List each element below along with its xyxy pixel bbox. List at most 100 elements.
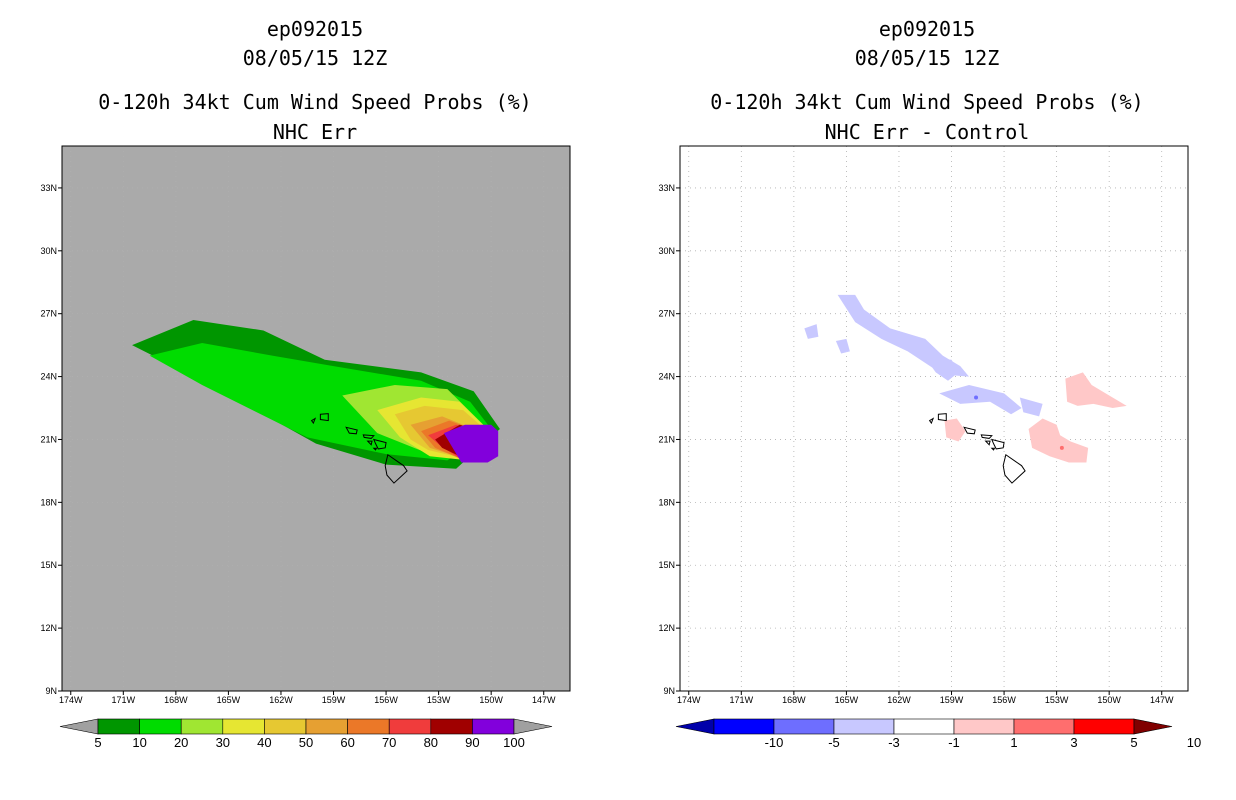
right-contour-level-1: [1028, 418, 1089, 463]
left-colorbar: 5 10 20 30 40 50 60 70 80 90 100: [59, 718, 553, 750]
right-contour-level-neg3: [1019, 397, 1043, 417]
left-colorbar-label: 50: [299, 735, 313, 750]
right-colorbar-label: 1: [1010, 735, 1017, 750]
right-contour-level-neg3: [835, 338, 850, 354]
left-lat-tick-label: 15N: [40, 560, 57, 570]
right-colorbar: -10 -5 -3 -1 1 3 5 10: [675, 718, 1201, 750]
left-colorbar-label: 40: [257, 735, 271, 750]
right-colorbar-label: -5: [828, 735, 840, 750]
right-lat-tick-label: 15N: [658, 560, 675, 570]
left-island-outline: [372, 438, 387, 450]
left-lon-tick-label: 162W: [269, 695, 293, 705]
right-lon-tick-label: 156W: [992, 695, 1016, 705]
left-map-frame: [61, 145, 571, 692]
left-colorbar-swatch: [430, 718, 473, 735]
right-colorbar-label: -1: [948, 735, 960, 750]
right-storm-id: ep092015: [878, 17, 976, 41]
right-colorbar-swatch: [773, 718, 835, 735]
right-product-title: 0-120h 34kt Cum Wind Speed Probs (%): [710, 90, 1144, 114]
right-lon-tick-label: 168W: [782, 695, 806, 705]
right-lat-tick-label: 12N: [658, 623, 675, 633]
right-colorbar-swatch: [833, 718, 895, 735]
right-lon-tick-label: 147W: [1150, 695, 1174, 705]
right-contour-spot: [1059, 445, 1064, 450]
right-island-outline: [1002, 453, 1026, 484]
right-island-outline: [928, 417, 935, 425]
right-lon-tick-label: 159W: [940, 695, 964, 705]
left-lon-tick-label: 174W: [59, 695, 83, 705]
left-map-panel: 174W 171W 168W 165W 162W 159W 156W 153W 150W 147W…: [40, 145, 571, 705]
right-map-frame: [679, 145, 1189, 692]
right-island-outline: [980, 434, 993, 439]
right-colorbar-label: 10: [1187, 735, 1201, 750]
left-lon-tick-label: 168W: [164, 695, 188, 705]
left-lat-tick-label: 33N: [40, 183, 57, 193]
right-contour-spot: [974, 395, 979, 400]
left-colorbar-swatch: [180, 718, 224, 735]
right-contour-level-1: [944, 418, 966, 442]
left-colorbar-label: 5: [94, 735, 101, 750]
right-island-outline: [937, 413, 947, 422]
left-lat-tick-label: 24N: [40, 372, 57, 382]
left-product-title: 0-120h 34kt Cum Wind Speed Probs (%): [98, 90, 532, 114]
left-coastline: [310, 413, 408, 484]
right-datetime: 08/05/15 12Z: [854, 46, 1000, 70]
right-subtitle: NHC Err - Control: [824, 120, 1030, 144]
right-coastline: [928, 413, 1026, 484]
left-colorbar-label: 20: [174, 735, 188, 750]
left-colorbar-swatch: [264, 718, 307, 735]
right-lat-tick-label: 33N: [658, 183, 675, 193]
left-storm-id: ep092015: [266, 17, 364, 41]
right-colorbar-swatch: [1073, 718, 1135, 735]
right-lat-tick-label: 24N: [658, 372, 675, 382]
right-lon-tick-label: 153W: [1045, 695, 1069, 705]
left-lat-tick-label: 21N: [40, 434, 57, 444]
right-map-panel: 174W 171W 168W 165W 162W 159W 156W 153W 150W 147W…: [658, 145, 1189, 705]
right-contour-level-neg3: [939, 384, 1022, 415]
right-colorbar-under-triangle: [675, 718, 715, 735]
left-gridlines: [62, 146, 570, 691]
left-island-outline: [384, 453, 408, 484]
left-colorbar-label: 90: [465, 735, 479, 750]
left-island-outline: [372, 447, 378, 451]
left-lon-tick-label: 150W: [479, 695, 503, 705]
right-colorbar-label: -3: [888, 735, 900, 750]
right-colorbar-label: 3: [1070, 735, 1077, 750]
left-island-outline: [319, 413, 329, 422]
left-colorbar-swatch: [388, 718, 432, 735]
right-lat-tick-label: 21N: [658, 434, 675, 444]
right-difference-field: [804, 294, 1127, 463]
left-lat-tick-label: 18N: [40, 497, 57, 507]
left-colorbar-under-triangle: [59, 718, 99, 735]
right-lat-tick-label: 27N: [658, 309, 675, 319]
right-contour-level-neg3: [804, 324, 819, 339]
left-colorbar-swatch: [139, 718, 182, 735]
left-colorbar-label: 80: [424, 735, 438, 750]
right-gridlines: [680, 146, 1188, 691]
left-island-outline: [345, 426, 358, 435]
left-colorbar-label: 70: [382, 735, 396, 750]
right-lat-tick-label: 18N: [658, 497, 675, 507]
right-colorbar-swatch: [713, 718, 775, 735]
left-lat-tick-label: 27N: [40, 309, 57, 319]
left-subtitle: NHC Err: [272, 120, 358, 144]
left-lat-tick-label: 12N: [40, 623, 57, 633]
left-colorbar-swatch: [472, 718, 515, 735]
left-lon-tick-label: 165W: [217, 695, 241, 705]
right-lon-tick-label: 150W: [1097, 695, 1121, 705]
left-axis-ticks: 174W 171W 168W 165W 162W 159W 156W 153W 150W 147W…: [40, 183, 555, 705]
left-colorbar-label: 60: [340, 735, 354, 750]
right-lon-tick-label: 174W: [677, 695, 701, 705]
left-island-outline: [362, 434, 375, 439]
right-lat-tick-label: 30N: [658, 246, 675, 256]
left-lat-tick-label: 9N: [45, 686, 57, 696]
right-lon-tick-label: 165W: [835, 695, 859, 705]
right-colorbar-label: 5: [1130, 735, 1137, 750]
left-lon-tick-label: 159W: [322, 695, 346, 705]
left-datetime: 08/05/15 12Z: [242, 46, 388, 70]
right-island-outline: [990, 447, 996, 451]
left-colorbar-label: 30: [216, 735, 230, 750]
left-colorbar-label: 10: [132, 735, 146, 750]
right-lon-tick-label: 171W: [730, 695, 754, 705]
